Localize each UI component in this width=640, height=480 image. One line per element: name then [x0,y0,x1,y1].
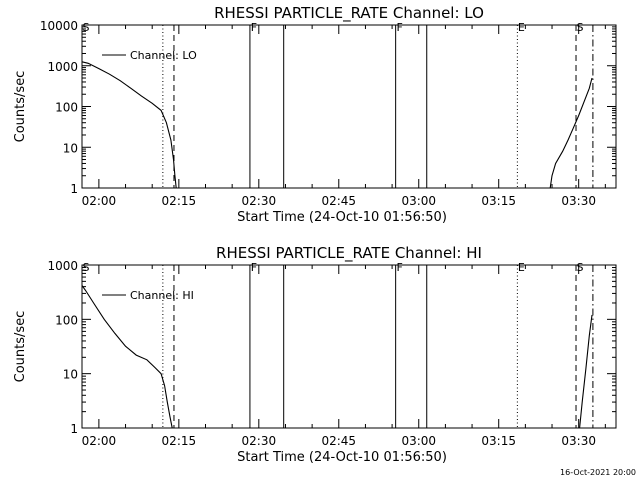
hi-x-tick-label: 03:00 [401,434,436,448]
lo-x-tick-label: 02:30 [242,194,277,208]
lo-y-tick-label: 1000 [47,60,78,74]
lo-x-tick-label: 03:00 [401,194,436,208]
hi-x-tick-label: 02:45 [321,434,356,448]
hi-chart-title: RHESSI PARTICLE_RATE Channel: HI [216,244,482,263]
lo-y-tick-label: 10 [63,141,78,155]
hi-event-marker-label: F [396,261,402,274]
hi-y-tick-label: 10 [63,368,78,382]
hi-event-marker-label: S [83,261,90,274]
hi-y-tick-label: 1 [70,422,78,436]
lo-x-tick-label: 02:45 [321,194,356,208]
hi-x-tick-label: 02:30 [242,434,277,448]
hi-event-marker-label: E [518,261,525,274]
lo-x-tick-label: 02:00 [82,194,117,208]
lo-event-marker-label: F [251,21,257,34]
lo-y-tick-label: 100 [55,101,78,115]
hi-panel: RHESSI PARTICLE_RATE Channel: HI 1 10 100 10… [13,244,617,465]
lo-x-tick-label: 02:15 [162,194,197,208]
lo-panel: RHESSI PARTICLE_RATE Channel: LO 1 10 100 10… [13,4,617,225]
lo-event-marker-label: F [396,21,402,34]
hi-x-tick-label: 02:15 [162,434,197,448]
hi-legend-label: Channel: HI [130,289,194,302]
lo-event-marker-label: E [518,21,525,34]
lo-x-tick-label: 03:15 [481,194,516,208]
hi-event-marker-label: F [251,261,257,274]
hi-y-tick-label: 100 [55,313,78,327]
lo-x-tick-label: 03:30 [561,194,596,208]
hi-series-line-segment [81,285,173,429]
hi-series-line-segment [579,314,593,429]
lo-y-axis-label: Counts/sec [13,71,28,143]
lo-series-line-segment [81,61,177,189]
lo-event-marker-label: S [577,21,584,34]
hi-event-marker-label: S [577,261,584,274]
lo-chart-title: RHESSI PARTICLE_RATE Channel: LO [214,4,484,23]
hi-x-axis-label: Start Time (24-Oct-10 01:56:50) [237,450,447,465]
plot-timestamp: 16-Oct-2021 20:00 [560,468,636,477]
lo-event-marker-label: S [83,21,90,34]
lo-x-axis-label: Start Time (24-Oct-10 01:56:50) [237,210,447,225]
hi-y-tick-label: 1000 [47,259,78,273]
hi-y-axis-label: Counts/sec [13,311,28,383]
lo-series-line-segment [549,77,593,189]
lo-legend-label: Channel: LO [130,49,197,62]
lo-y-tick-label: 10000 [40,19,78,33]
hi-x-tick-label: 02:00 [82,434,117,448]
lo-y-tick-label: 1 [70,182,78,196]
hi-x-tick-label: 03:30 [561,434,596,448]
hi-x-tick-label: 03:15 [481,434,516,448]
